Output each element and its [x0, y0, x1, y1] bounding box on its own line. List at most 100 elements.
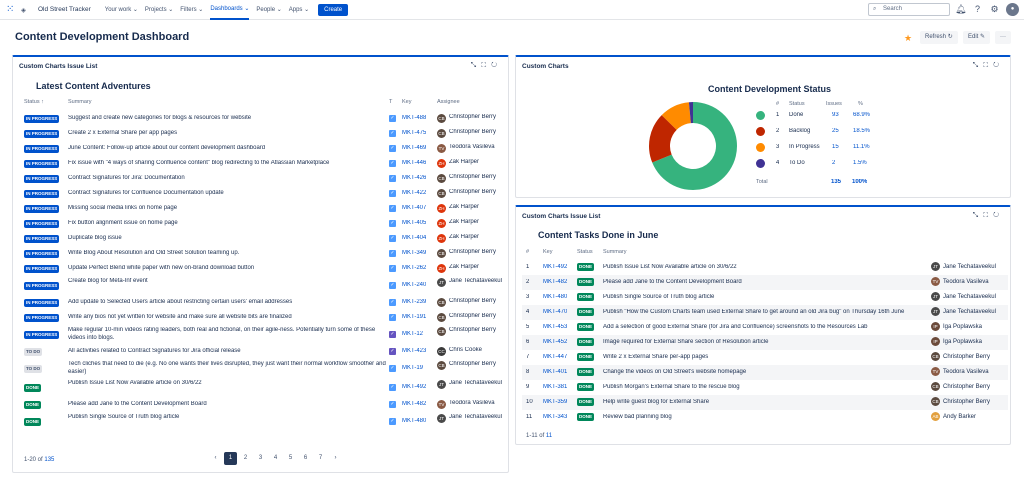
table-row[interactable]: 4 MKT-470 DONE Publish "How the Custom Char… [522, 305, 1008, 320]
issue-key[interactable]: MKT-422 [402, 190, 427, 196]
issue-summary[interactable]: Please add Jane to the Content Developme… [603, 279, 742, 285]
refresh-icon[interactable]: ↻ [491, 62, 502, 69]
issue-summary[interactable]: Update Perfect Blend white paper with ne… [68, 265, 255, 271]
table-row[interactable]: TO DO Tech cliches that need to die (e.g.… [13, 359, 508, 378]
issue-summary[interactable]: Contract Signatures for Confluence Docum… [68, 190, 224, 196]
issue-key[interactable]: MKT-19 [402, 365, 424, 371]
nav-your-work[interactable]: Your work ⌄ [104, 7, 138, 13]
table-row[interactable]: 7 MKT-447 DONE Write 2 x External Share per… [522, 350, 1008, 365]
project-brand[interactable]: Old Street Tracker [38, 6, 91, 13]
table-row[interactable]: IN PROGRESS Update Perfect Blend white pa… [13, 261, 508, 276]
issue-summary[interactable]: Make regular 10-min videos rating leader… [68, 327, 376, 341]
table-row[interactable]: IN PROGRESS June Content: Follow-up artic… [13, 141, 508, 156]
table-row[interactable]: DONE Please add Jane to the Content Devel… [13, 397, 508, 412]
issue-key[interactable]: MKT-262 [402, 265, 427, 271]
table-row[interactable]: IN PROGRESS Missing social media links on… [13, 201, 508, 216]
issue-summary[interactable]: Publish Single Source of Truth blog arti… [68, 414, 180, 420]
issue-summary[interactable]: Add update to Selected Users article abo… [68, 299, 293, 305]
issue-summary[interactable]: Tech cliches that need to die (e.g. No o… [68, 361, 386, 375]
issue-summary[interactable]: Write 2 x External Share per-app pages [603, 354, 709, 360]
issue-key[interactable]: MKT-359 [543, 399, 568, 405]
issue-summary[interactable]: Help write guest blog for External Share [603, 399, 710, 405]
issue-summary[interactable]: Publish Issue List Now Available article… [68, 380, 202, 386]
legend-percent[interactable]: 11.1% [853, 144, 870, 150]
table-row[interactable]: IN PROGRESS Add update to Selected Users … [13, 295, 508, 310]
issue-summary[interactable]: Suggest and create new categories for bl… [68, 115, 252, 121]
issue-key[interactable]: MKT-239 [402, 299, 427, 305]
page-5[interactable]: 5 [288, 455, 293, 461]
issue-key[interactable]: MKT-470 [543, 309, 568, 315]
table-row[interactable]: IN PROGRESS Suggest and create new catego… [13, 111, 508, 126]
user-avatar[interactable]: ● [1006, 3, 1019, 16]
page-1[interactable]: 1 [224, 452, 237, 465]
page-2[interactable]: 2 [243, 455, 248, 461]
table-row[interactable]: 5 MKT-453 DONE Add a selection of good Exte… [522, 320, 1008, 335]
issue-key[interactable]: MKT-492 [402, 384, 427, 390]
pie-slice-in-progress[interactable] [661, 102, 691, 130]
settings-gear-icon[interactable]: ⚙ [990, 4, 999, 14]
issue-key[interactable]: MKT-482 [402, 401, 427, 407]
issue-summary[interactable]: Missing social media links on home page [68, 205, 178, 211]
issue-summary[interactable]: Image required for External Share sectio… [603, 339, 769, 345]
issue-summary[interactable]: Publish Single Source of Truth blog arti… [603, 294, 715, 300]
help-icon[interactable]: ? [974, 4, 980, 14]
legend-value[interactable]: 25 [832, 128, 839, 134]
col-key[interactable]: Key [543, 249, 553, 255]
issue-key[interactable]: MKT-452 [543, 339, 568, 345]
refresh-icon[interactable]: ↻ [993, 212, 1004, 219]
legend-percent[interactable]: 1.5% [853, 160, 867, 166]
table-row[interactable]: IN PROGRESS Fix issue with "4 ways of sha… [13, 156, 508, 171]
next-page-icon[interactable]: › [334, 455, 337, 461]
issue-key[interactable]: MKT-381 [543, 384, 568, 390]
col-assignee[interactable]: Assignee [437, 99, 460, 105]
legend-total-pct[interactable]: 100% [852, 179, 868, 185]
table-row[interactable]: 3 MKT-480 DONE Publish Single Source of Tru… [522, 290, 1008, 305]
issue-summary[interactable]: Write any bios not yet written for websi… [68, 314, 292, 320]
nav-projects[interactable]: Projects ⌄ [144, 7, 174, 13]
issue-key[interactable]: MKT-480 [543, 294, 568, 300]
fullscreen-icon[interactable]: ⛶ [983, 212, 994, 219]
legend-value[interactable]: 15 [832, 144, 839, 150]
issue-summary[interactable]: Create 2 x External Share per app pages [68, 130, 178, 136]
page-6[interactable]: 6 [303, 455, 308, 461]
legend-total-issues[interactable]: 135 [831, 179, 842, 185]
legend-value[interactable]: 93 [832, 112, 839, 118]
issue-key[interactable]: MKT-405 [402, 220, 427, 226]
table-row[interactable]: 11 MKT-343 DONE Review bad planning blog AB A… [522, 410, 1008, 425]
table-row[interactable]: IN PROGRESS Create 2 x External Share per… [13, 126, 508, 141]
pie-slice-backlog[interactable] [649, 115, 677, 163]
table-row[interactable]: TO DO All activities related to Contract … [13, 344, 508, 359]
issue-summary[interactable]: Publish Morgan's External Share to the r… [603, 384, 740, 390]
create-button[interactable]: Create [318, 3, 349, 16]
issue-key[interactable]: MKT-446 [402, 160, 427, 166]
issue-key[interactable]: MKT-401 [543, 369, 568, 375]
table-row[interactable]: IN PROGRESS Write Blog About Resolution a… [13, 246, 508, 261]
refresh-button[interactable]: Refresh ↻ [920, 31, 958, 44]
col-type[interactable]: T [389, 99, 393, 105]
issue-key[interactable]: MKT-407 [402, 205, 427, 211]
table-row[interactable]: IN PROGRESS Make regular 10-min videos ra… [13, 325, 508, 344]
issue-key[interactable]: MKT-426 [402, 175, 427, 181]
fullscreen-icon[interactable]: ⛶ [481, 62, 492, 69]
issue-key[interactable]: MKT-482 [543, 279, 568, 285]
issue-key[interactable]: MKT-492 [543, 264, 568, 270]
table-row[interactable]: IN PROGRESS Fix button alignment issue on… [13, 216, 508, 231]
issue-key[interactable]: MKT-240 [402, 282, 427, 288]
result-count-total[interactable]: 135 [44, 457, 55, 463]
issue-summary[interactable]: Write Blog About Resolution and Old Stre… [68, 250, 240, 256]
issue-summary[interactable]: Fix button alignment issue on home page [68, 220, 178, 226]
table-row[interactable]: IN PROGRESS Contract Signatures for Jira:… [13, 171, 508, 186]
result-count-total[interactable]: 11 [545, 433, 553, 439]
minimize-icon[interactable]: ⤡ [470, 62, 482, 69]
table-row[interactable]: 6 MKT-452 DONE Image required for External … [522, 335, 1008, 350]
nav-filters[interactable]: Filters ⌄ [180, 7, 204, 13]
issue-key[interactable]: MKT-423 [402, 348, 427, 354]
issue-key[interactable]: MKT-447 [543, 354, 568, 360]
table-row[interactable]: IN PROGRESS Duplicate blog issue ✓ MKT-404 Z… [13, 231, 508, 246]
prev-page-icon[interactable]: ‹ [214, 455, 217, 461]
col-summary[interactable]: Summary [68, 99, 92, 105]
more-actions-button[interactable]: ··· [995, 31, 1011, 44]
issue-key[interactable]: MKT-488 [402, 115, 427, 121]
issue-key[interactable]: MKT-404 [402, 235, 427, 241]
table-row[interactable]: DONE Publish Single Source of Truth blog … [13, 412, 508, 431]
